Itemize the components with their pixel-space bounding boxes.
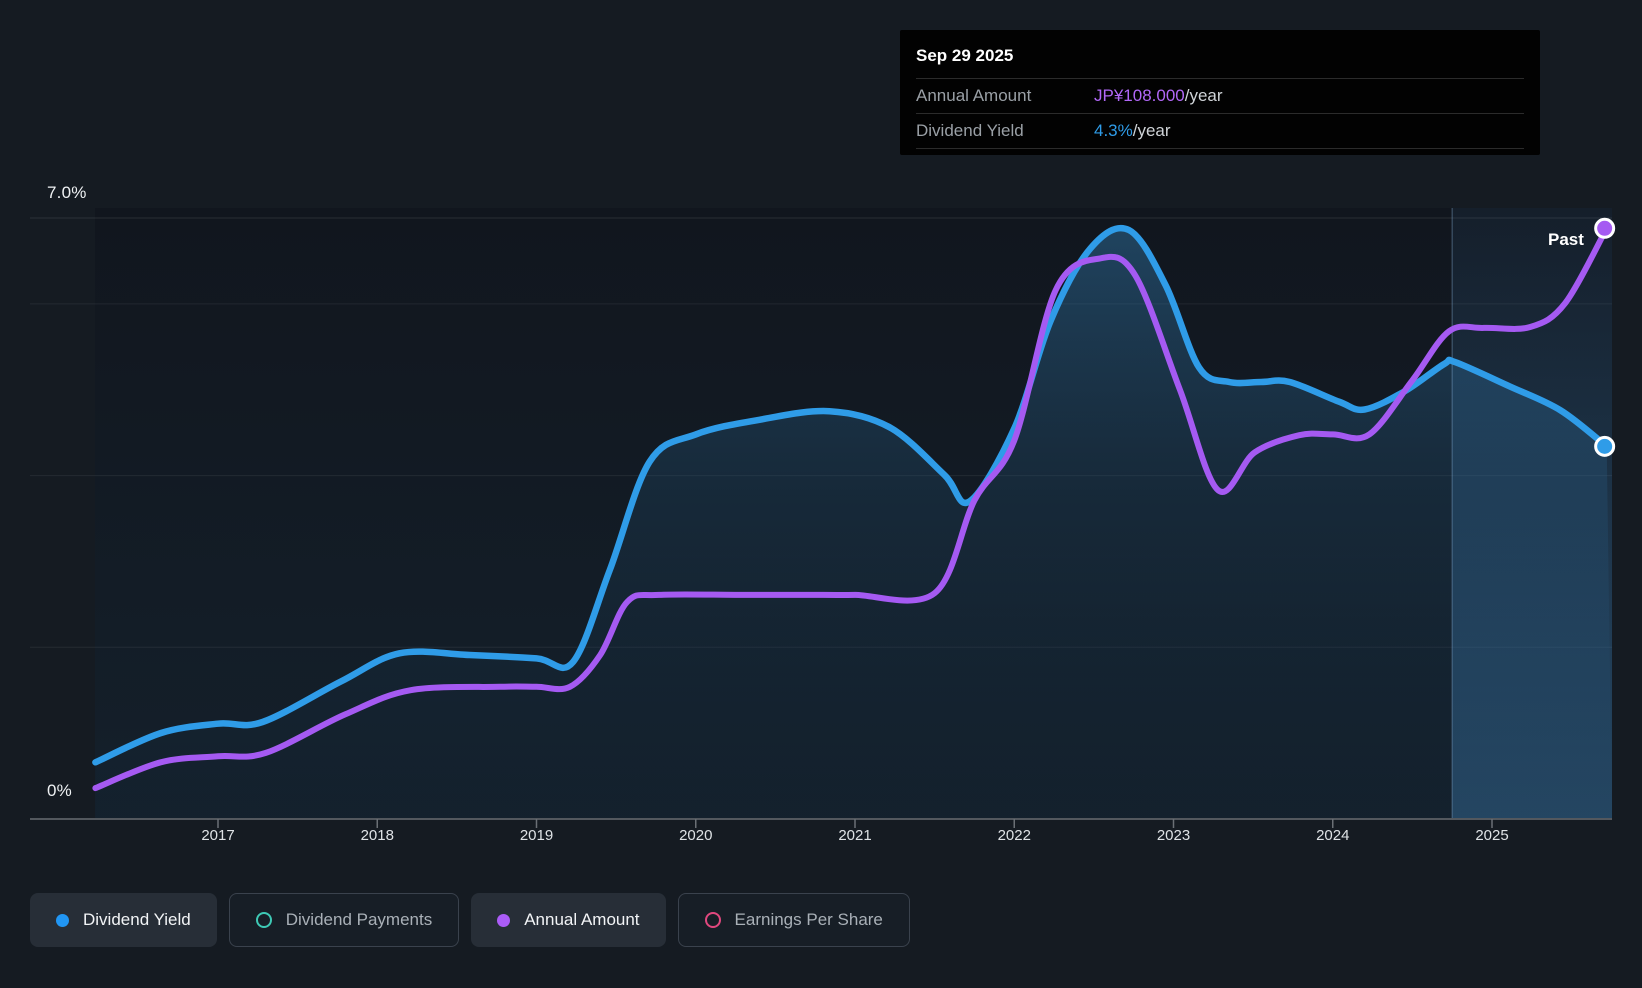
tooltip-row: Annual Amount JP¥108.000/year — [916, 78, 1524, 113]
legend-button-dividend-yield[interactable]: Dividend Yield — [30, 893, 217, 947]
tooltip-row-value: JP¥108.000 — [1094, 86, 1185, 105]
tooltip: Sep 29 2025 Annual Amount JP¥108.000/year… — [900, 30, 1540, 155]
x-axis-label-2020: 2020 — [679, 827, 713, 844]
x-axis-label-2017: 2017 — [201, 827, 235, 844]
tooltip-rows: Annual Amount JP¥108.000/year Dividend Yie… — [916, 78, 1524, 149]
tooltip-date: Sep 29 2025 — [916, 46, 1014, 65]
legend-dot-dividend-yield-icon — [56, 913, 69, 927]
x-axis-label-2022: 2022 — [997, 827, 1031, 844]
x-axis-label-2018: 2018 — [360, 827, 394, 844]
x-axis-label-2024: 2024 — [1316, 827, 1350, 844]
chart-area-fill — [95, 228, 1612, 820]
past-label: Past — [1548, 230, 1584, 249]
x-axis-label-2025: 2025 — [1475, 827, 1509, 844]
end-marker-dividend-yield — [1594, 435, 1616, 457]
x-axis-label-2021: 2021 — [838, 827, 872, 844]
legend-button-earnings-per-share[interactable]: Earnings Per Share — [677, 893, 910, 947]
tooltip-row-label: Annual Amount — [916, 86, 1032, 105]
legend-dot-annual-amount-icon — [497, 913, 511, 927]
tooltip-row-suffix: /year — [1132, 121, 1171, 140]
tooltip-row-label: Dividend Yield — [916, 121, 1024, 140]
end-marker-annual-amount — [1594, 217, 1616, 239]
x-axis-label-2019: 2019 — [519, 827, 554, 844]
x-axis-label-2023: 2023 — [1156, 827, 1191, 844]
legend-button-annual-amount[interactable]: Annual Amount — [471, 893, 666, 947]
legend-label-dividend-yield: Dividend Yield — [83, 910, 191, 929]
series-line-annual-amount — [92, 225, 1610, 792]
legend: Dividend Yield Dividend Payments Annual Am… — [30, 893, 910, 947]
legend-label-dividend-payments: Dividend Payments — [285, 910, 433, 929]
tooltip-row: Dividend Yield 4.3%/year — [916, 113, 1524, 149]
legend-label-annual-amount: Annual Amount — [524, 910, 640, 929]
legend-dot-dividend-payments-icon — [255, 912, 272, 928]
y-axis-top-label: 7.0% — [47, 183, 87, 202]
tooltip-row-suffix: /year — [1184, 86, 1223, 105]
y-axis-bottom-label: 0% — [47, 781, 72, 800]
tooltip-row-value: 4.3% — [1094, 121, 1133, 140]
past-region — [1452, 208, 1612, 819]
legend-dot-earnings-per-share-icon — [704, 912, 721, 928]
legend-label-earnings-per-share: Earnings Per Share — [734, 910, 883, 929]
legend-button-dividend-payments[interactable]: Dividend Payments — [228, 893, 460, 947]
